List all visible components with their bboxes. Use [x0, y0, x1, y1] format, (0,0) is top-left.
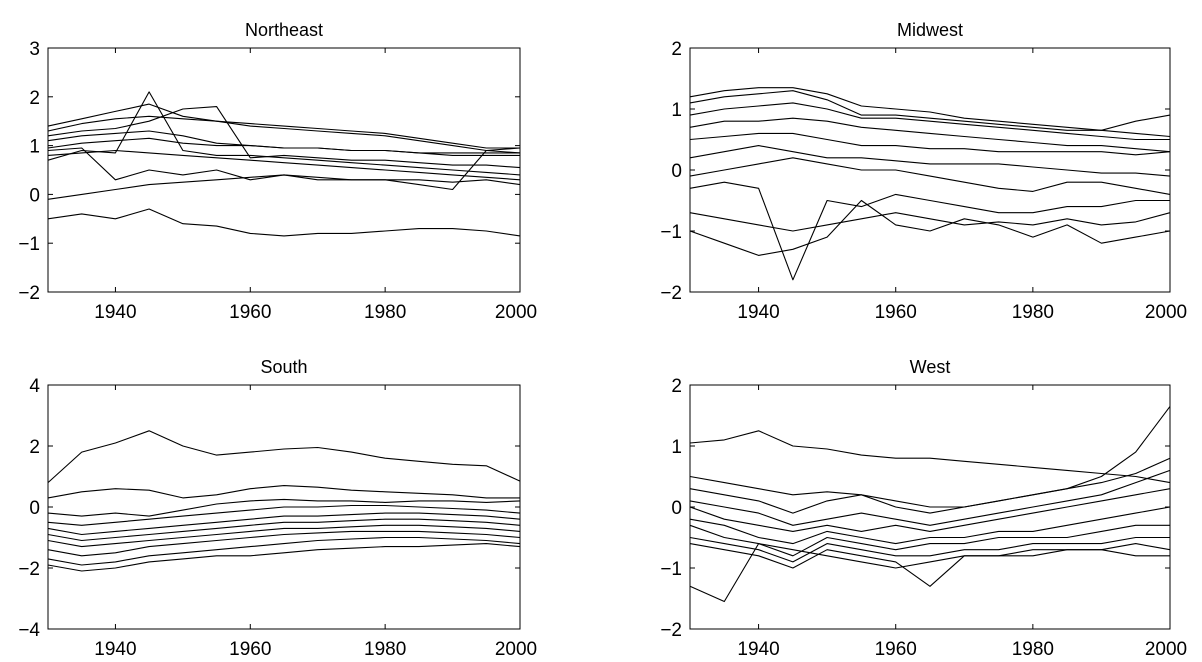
- midwest-y-tick-label-4: 2: [671, 39, 682, 60]
- south-series-line-6: [47, 518, 521, 542]
- south-y-tick-label-4: 4: [29, 376, 40, 397]
- south-series-line-7: [47, 524, 521, 548]
- west-x-tick-label-1940: 1940: [737, 639, 779, 660]
- northeast-x-tick-label-1980: 1980: [364, 302, 406, 323]
- south-panel: South 1940 1960 1980 2000 −4 −2 0 2 4: [18, 357, 537, 660]
- northeast-y-tick-label-5: 3: [29, 39, 40, 60]
- west-x-tick-label-1960: 1960: [875, 639, 917, 660]
- northeast-title: Northeast: [245, 20, 323, 40]
- midwest-x-tick-label-1960: 1960: [875, 302, 917, 323]
- south-series-group: [47, 430, 521, 572]
- south-series-line-8: [47, 530, 521, 557]
- west-y-tick-label-4: 2: [671, 376, 682, 397]
- west-panel: West 1940 1960 1980 2000 −2 −1 0 1 2: [660, 357, 1187, 660]
- west-title: West: [910, 357, 951, 377]
- northeast-series-line-10: [47, 208, 521, 237]
- northeast-series-line-3: [47, 106, 521, 169]
- midwest-x-tick-label-2000: 2000: [1145, 302, 1187, 323]
- south-title: South: [260, 357, 307, 377]
- west-series-line-3: [689, 406, 1171, 514]
- northeast-series-line-1: [47, 103, 520, 149]
- south-x-tick-label-2000: 2000: [495, 639, 537, 660]
- south-x-tick-label-1960: 1960: [229, 639, 271, 660]
- south-y-tick-label-2: 0: [29, 498, 40, 519]
- northeast-x-tick-label-1960: 1960: [229, 302, 271, 323]
- northeast-series-line-8: [47, 147, 521, 191]
- south-series-line-4: [47, 504, 521, 526]
- west-y-tick-label-1: −1: [660, 559, 682, 580]
- northeast-series-line-5: [47, 137, 520, 156]
- south-series-line-9: [47, 536, 521, 566]
- south-y-tick-label-0: −4: [18, 620, 40, 641]
- west-x-tick-label-2000: 2000: [1145, 639, 1187, 660]
- south-series-line-10: [47, 543, 521, 572]
- midwest-series-line-1: [689, 87, 1171, 138]
- south-series-line-3: [47, 498, 521, 517]
- northeast-x-tick-label-2000: 2000: [495, 302, 537, 323]
- northeast-y-tick-label-3: 1: [29, 137, 40, 158]
- west-y-tick-label-3: 1: [671, 437, 682, 458]
- south-series-line-2: [47, 485, 520, 499]
- northeast-series-group: [47, 91, 521, 237]
- northeast-y-tick-label-2: 0: [29, 185, 40, 206]
- midwest-series-line-3: [689, 102, 1170, 141]
- midwest-series-line-9: [689, 212, 1171, 232]
- northeast-y-tick-label-1: −1: [18, 234, 40, 255]
- midwest-y-tick-label-0: −2: [660, 283, 682, 304]
- west-series-line-10: [689, 543, 1170, 603]
- northeast-series-line-6: [47, 91, 521, 176]
- northeast-y-tick-label-4: 2: [29, 88, 40, 109]
- midwest-series-line-2: [689, 90, 1171, 131]
- west-series-line-5: [689, 488, 1171, 532]
- northeast-panel: Northeast 1940 1960 1980 2000 −2 −1 0 1 2 3: [18, 20, 537, 323]
- west-y-tick-label-0: −2: [660, 620, 682, 641]
- northeast-x-tick-label-1940: 1940: [94, 302, 136, 323]
- midwest-y-tick-label-2: 0: [671, 161, 682, 182]
- midwest-series-group: [689, 87, 1171, 281]
- northeast-y-tick-label-0: −2: [18, 283, 40, 304]
- south-x-tick-label-1940: 1940: [94, 639, 136, 660]
- midwest-series-line-7: [689, 157, 1171, 195]
- midwest-title: Midwest: [897, 20, 963, 40]
- midwest-y-tick-label-3: 1: [671, 100, 682, 121]
- west-series-line-7: [689, 524, 1170, 557]
- west-x-tick-label-1980: 1980: [1012, 639, 1054, 660]
- northeast-series-line-2: [47, 115, 521, 154]
- midwest-series-line-8: [689, 181, 1170, 281]
- midwest-y-tick-label-1: −1: [660, 222, 682, 243]
- west-series-group: [689, 406, 1171, 603]
- northeast-series-line-9: [47, 174, 521, 200]
- west-series-line-2: [689, 457, 1171, 508]
- west-y-tick-label-2: 0: [671, 498, 682, 519]
- midwest-x-tick-label-1980: 1980: [1012, 302, 1054, 323]
- south-y-tick-label-1: −2: [18, 559, 40, 580]
- midwest-series-line-4: [689, 117, 1171, 153]
- south-series-line-5: [47, 512, 521, 536]
- west-series-line-8: [689, 536, 1170, 563]
- midwest-series-line-5: [689, 132, 1171, 156]
- south-series-line-1: [47, 430, 521, 484]
- west-series-line-1: [689, 430, 1171, 484]
- midwest-series-line-6: [689, 145, 1171, 177]
- northeast-plot-frame: [47, 47, 521, 293]
- midwest-panel: Midwest 1940 1960 1980 2000 −2 −1 0 1 2: [660, 20, 1187, 323]
- west-series-line-6: [689, 506, 1171, 545]
- south-x-tick-label-1980: 1980: [364, 639, 406, 660]
- west-series-line-4: [689, 469, 1171, 526]
- midwest-series-line-10: [689, 199, 1171, 256]
- south-y-tick-label-3: 2: [29, 437, 40, 458]
- northeast-series-line-4: [47, 130, 520, 154]
- midwest-x-tick-label-1940: 1940: [737, 302, 779, 323]
- midwest-plot-frame: [689, 47, 1171, 293]
- northeast-series-line-7: [47, 149, 521, 181]
